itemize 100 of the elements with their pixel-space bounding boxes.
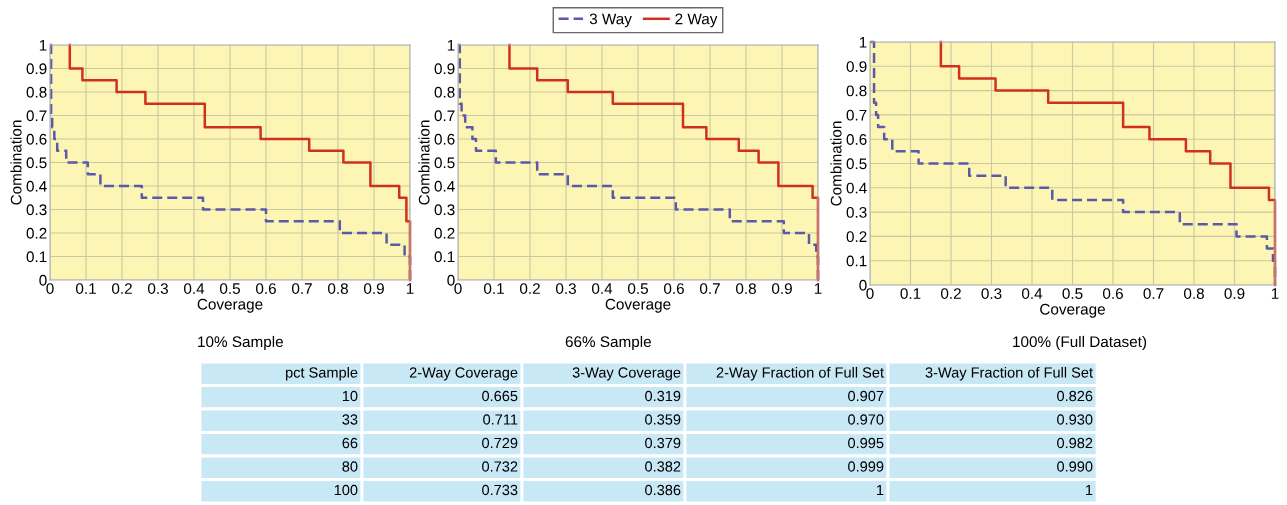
x-tick-label: 0.8 [1183,288,1204,299]
y-tick-label: 1 [39,40,47,51]
x-tick-label: 0.1 [900,288,921,299]
text: 0.386 [645,484,681,496]
legend-label: 2 Way [675,13,718,28]
text: 0.982 [1057,437,1093,449]
text: 10% Sample [198,335,283,351]
x-tick-label: 0.3 [147,283,168,294]
y-tick-label: 0.8 [26,86,47,98]
text: 33 [342,414,358,425]
x-tick-label: 0.2 [111,283,132,294]
y-tick-label: 0.2 [26,227,47,239]
y-tick-label: 1 [447,40,455,51]
text: 66 [342,437,358,449]
text: 0.711 [483,414,518,425]
y-tick-label: 0.5 [434,157,455,169]
text: 0.359 [645,414,681,425]
text: 0.907 [848,390,884,402]
x-tick-label: 0 [46,283,54,294]
y-tick-label: 0 [39,274,47,286]
y-tick-label: 0.2 [846,231,867,243]
x-tick-label: 0.4 [1021,288,1043,299]
x-axis-title: Coverage [605,298,671,313]
y-tick-label: 1 [859,37,867,48]
y-tick-label: 0.6 [26,133,47,145]
text: 0.382 [645,461,681,472]
y-tick-label: 0.2 [434,227,455,239]
x-tick-label: 0.9 [771,283,792,294]
x-axis-title: Coverage [1040,303,1105,318]
x-tick-label: 0.7 [699,283,720,294]
text: 0.995 [848,437,884,449]
text: 10 [342,390,358,402]
y-tick-label: 0.8 [846,85,867,97]
text: 0.990 [1057,461,1093,472]
x-tick-label: 0.2 [519,283,540,294]
y-tick-label: 0.7 [846,109,867,121]
x-tick-label: 0.6 [1102,288,1123,299]
y-axis-title: Combination [418,120,430,205]
y-tick-label: 0.9 [434,63,455,75]
x-tick-label: 0.3 [981,288,1002,299]
x-tick-label: 0.5 [219,283,240,294]
x-tick-label: 0.5 [627,283,648,294]
x-tick-label: 0.3 [555,283,576,294]
text: 0.729 [482,437,518,449]
y-tick-label: 0.3 [434,204,455,216]
text: 0.733 [482,484,518,496]
y-tick-label: 0.8 [434,86,455,98]
text: 0.732 [482,461,518,472]
text: 80 [342,461,358,472]
y-tick-label: 0.6 [846,134,867,145]
text: 0.665 [482,390,518,402]
x-axis-title: Coverage [197,298,263,313]
y-tick-label: 0.1 [846,255,867,267]
text: 66% Sample [565,335,651,351]
category-label: 2-Way Coverage [409,367,518,381]
x-tick-label: 0.5 [1062,288,1083,299]
y-tick-label: 0.3 [26,204,47,216]
category-label: pct Sample [285,366,358,381]
x-tick-label: 0.9 [1224,288,1245,299]
x-tick-label: 0.7 [1143,288,1164,299]
y-tick-label: 0.9 [846,61,867,72]
y-tick-label: 0.4 [846,182,867,194]
y-axis-title: Combination [10,120,22,205]
text: 0.999 [848,461,884,472]
y-tick-label: 0.4 [434,180,455,192]
y-axis-title: Combination [830,121,842,206]
text: 100% (Full Dataset) [1013,335,1147,351]
text: 0.379 [645,437,681,449]
x-tick-label: 0 [454,283,462,294]
legend-label: 3 Way [589,13,632,28]
text: 1 [877,484,884,496]
category-label: 3-Way Fraction of Full Set [925,366,1093,381]
text: 0.970 [848,414,884,425]
text: 0.826 [1057,390,1093,402]
text: 1 [1086,484,1093,496]
y-tick-label: 0.7 [26,110,47,122]
x-tick-label: 0.4 [183,283,205,294]
y-tick-label: 0.4 [26,180,47,192]
category-label: 2-Way Fraction of Full Set [716,366,884,381]
y-tick-label: 0.5 [26,157,47,169]
category-label: 3-Way Coverage [572,367,681,381]
x-tick-label: 0.6 [255,283,276,294]
x-tick-label: 0.7 [291,283,312,294]
x-tick-label: 1 [1271,288,1279,299]
y-tick-label: 0.6 [434,133,455,145]
x-tick-label: 0.9 [363,283,384,294]
x-tick-label: 1 [406,283,414,294]
text: 0.930 [1057,414,1093,425]
x-tick-label: 0.8 [735,283,756,294]
x-tick-label: 0.6 [663,283,684,294]
x-tick-label: 0.1 [483,283,504,294]
y-tick-label: 0.5 [846,158,867,170]
text: 0.319 [645,390,681,402]
y-tick-label: 0 [447,274,455,286]
x-tick-label: 1 [814,283,822,294]
x-tick-label: 0 [866,288,874,299]
y-tick-label: 0.7 [434,110,455,122]
y-tick-label: 0.1 [434,251,455,263]
y-tick-label: 0.3 [846,206,867,218]
x-tick-label: 0.1 [75,283,96,294]
